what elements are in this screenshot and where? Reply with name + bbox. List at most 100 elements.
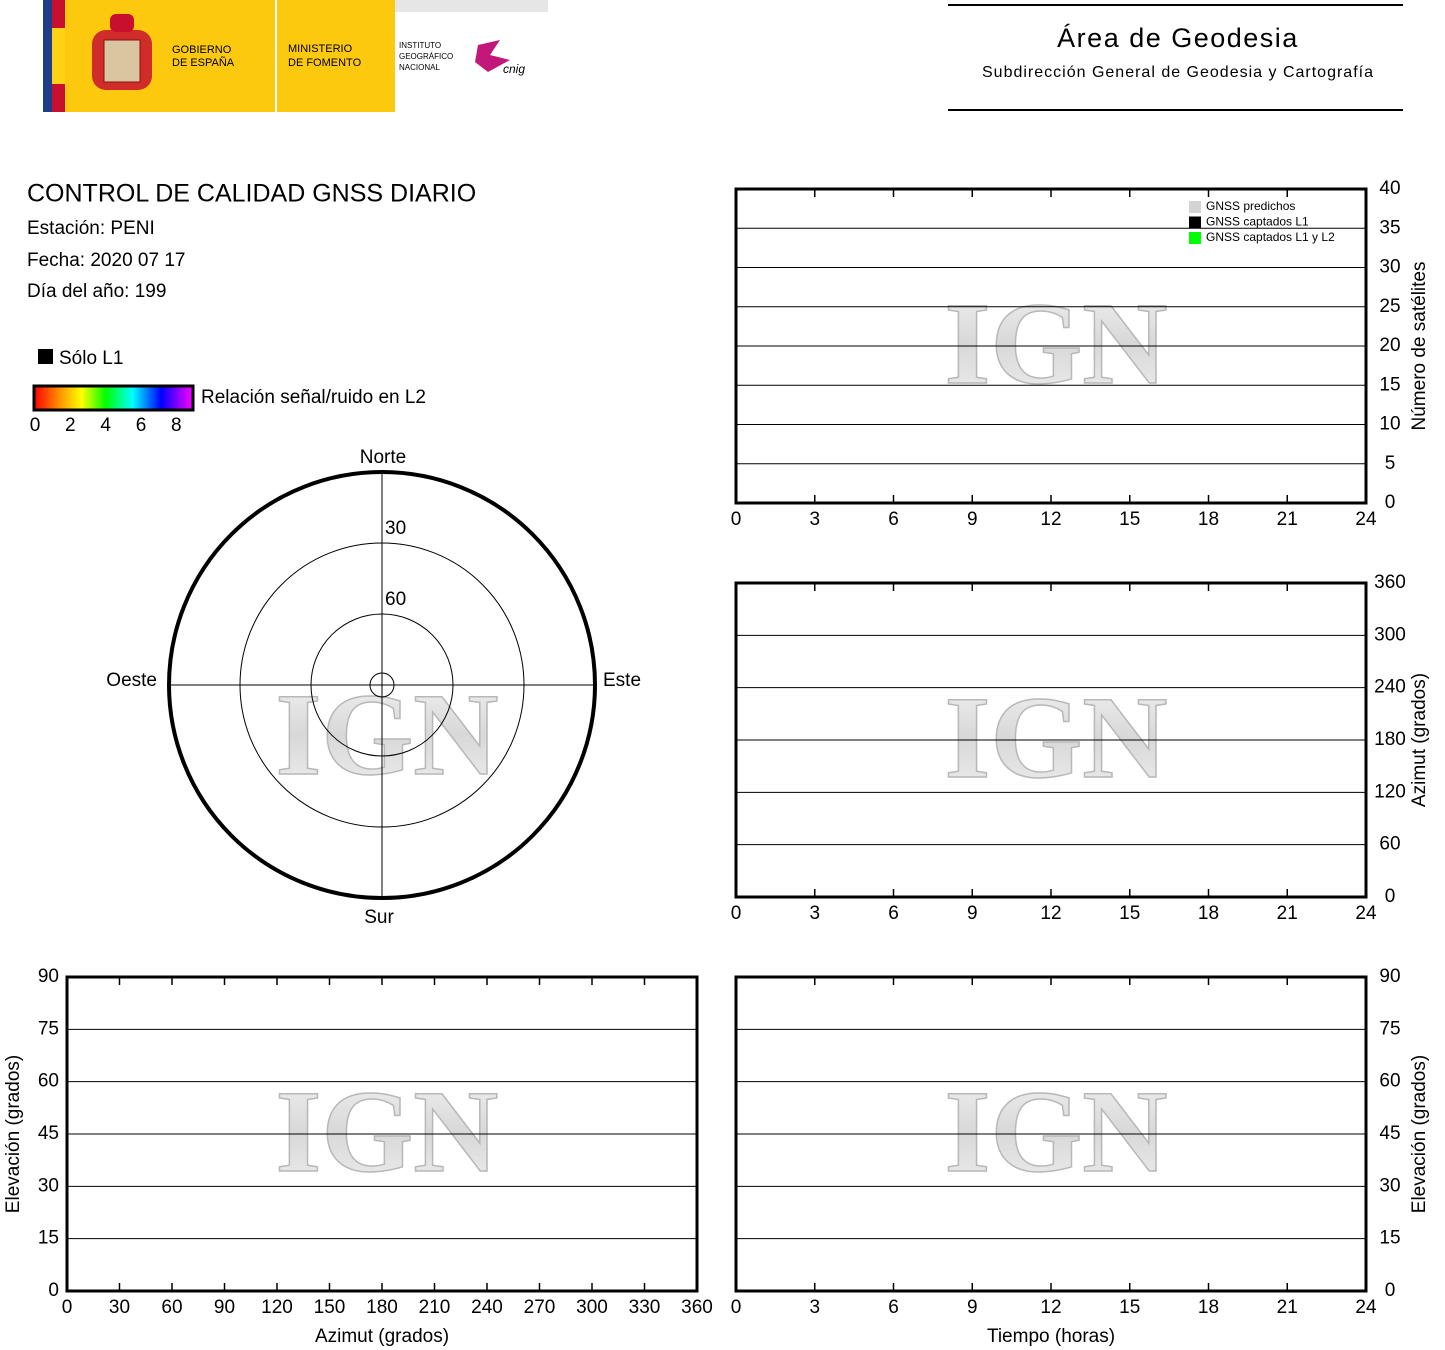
report-title: CONTROL DE CALIDAD GNSS DIARIO [27, 180, 476, 208]
x-tick-label: 240 [471, 1297, 503, 1318]
x-tick-label: 6 [888, 1297, 899, 1318]
y-tick-label: 75 [1379, 1018, 1400, 1039]
snr-tick-label: 6 [136, 415, 147, 436]
x-tick-label: 0 [731, 1297, 742, 1318]
x-tick-label: 300 [576, 1297, 608, 1318]
y-tick-label: 5 [1385, 453, 1396, 474]
x-tick-label: 18 [1198, 509, 1219, 530]
station: Estación: PENI [27, 218, 155, 239]
watermark: IGN [945, 1066, 1168, 1197]
direction-label: Sur [364, 907, 394, 928]
ministry-text: MINISTERIO [288, 43, 353, 55]
y-tick-label: 300 [1374, 624, 1406, 645]
plot-frame [65, 975, 699, 1293]
x-tick-label: 9 [967, 903, 978, 924]
y-tick-label: 15 [1379, 1228, 1400, 1249]
y-tick-label: 35 [1379, 217, 1400, 238]
plot-frame [734, 975, 1368, 1293]
watermark: IGN [276, 1066, 499, 1197]
y-tick-label: 75 [38, 1018, 59, 1039]
y-tick-label: 45 [1379, 1123, 1400, 1144]
x-tick-label: 21 [1277, 509, 1298, 530]
snr-tick-label: 2 [65, 415, 76, 436]
x-tick-label: 18 [1198, 903, 1219, 924]
snr-tick-label: 8 [171, 415, 182, 436]
x-tick-label: 30 [109, 1297, 130, 1318]
x-axis-label: Azimut (grados) [315, 1326, 449, 1347]
elevation-ring [310, 613, 454, 757]
snr-tick-label: 4 [100, 415, 111, 436]
ign-text: INSTITUTO [399, 41, 441, 50]
y-axis-label: Azimut (grados) [1409, 673, 1430, 807]
area-header: Área de Geodesia Subdirección General de… [948, 4, 1403, 111]
x-tick-label: 270 [524, 1297, 556, 1318]
snr-colorbar [32, 384, 195, 412]
y-tick-label: 25 [1379, 296, 1400, 317]
x-tick-label: 210 [419, 1297, 451, 1318]
ign-text: GEOGRÁFICO [399, 52, 453, 61]
y-tick-label: 180 [1374, 729, 1406, 750]
y-tick-label: 20 [1379, 335, 1400, 356]
gov-text: GOBIERNO [172, 44, 232, 56]
x-tick-label: 150 [314, 1297, 346, 1318]
y-tick-label: 0 [1385, 492, 1396, 513]
y-tick-label: 30 [1379, 257, 1400, 278]
watermark: IGN [945, 278, 1168, 409]
ring-label: 60 [385, 589, 406, 610]
y-tick-label: 60 [38, 1071, 59, 1092]
elevation-ring [239, 542, 525, 828]
y-tick-label: 0 [48, 1280, 59, 1301]
direction-label: Oeste [106, 670, 157, 691]
snr-tick-label: 0 [30, 415, 41, 436]
x-tick-label: 6 [888, 509, 899, 530]
x-tick-label: 0 [731, 903, 742, 924]
y-tick-label: 360 [1374, 572, 1406, 593]
y-tick-label: 45 [38, 1123, 59, 1144]
y-tick-label: 60 [1379, 834, 1400, 855]
y-tick-label: 0 [1385, 1280, 1396, 1301]
x-tick-label: 15 [1119, 509, 1140, 530]
ign-text: NACIONAL [399, 63, 440, 72]
x-tick-label: 3 [809, 509, 820, 530]
x-tick-label: 12 [1040, 903, 1061, 924]
plot-frame [734, 187, 1368, 505]
area-subtitle: Subdirección General de Geodesia y Carto… [982, 64, 1374, 81]
day-of-year: Día del año: 199 [27, 281, 166, 302]
y-tick-label: 0 [1385, 886, 1396, 907]
x-tick-label: 120 [261, 1297, 293, 1318]
gov-text: DE ESPAÑA [172, 56, 235, 69]
x-tick-label: 60 [161, 1297, 182, 1318]
x-tick-label: 3 [809, 1297, 820, 1318]
x-tick-label: 0 [731, 509, 742, 530]
y-tick-label: 30 [38, 1175, 59, 1196]
x-tick-label: 24 [1355, 1297, 1377, 1318]
x-tick-label: 12 [1040, 1297, 1061, 1318]
y-axis-label: Elevación (grados) [3, 1055, 24, 1213]
zenith-ring [369, 672, 395, 698]
area-title: Área de Geodesia [1057, 23, 1299, 53]
solo-l1-label: Sólo L1 [59, 348, 123, 369]
plot-frame [734, 581, 1368, 899]
x-tick-label: 12 [1040, 509, 1061, 530]
cnig-text: cnig [503, 62, 525, 76]
x-tick-label: 15 [1119, 903, 1140, 924]
x-tick-label: 21 [1277, 1297, 1298, 1318]
y-tick-label: 120 [1374, 781, 1406, 802]
y-tick-label: 15 [38, 1228, 59, 1249]
x-tick-label: 0 [62, 1297, 73, 1318]
direction-label: Norte [360, 447, 406, 468]
x-tick-label: 24 [1355, 509, 1377, 530]
y-tick-label: 15 [1379, 374, 1400, 395]
x-tick-label: 3 [809, 903, 820, 924]
x-tick-label: 180 [366, 1297, 398, 1318]
x-tick-label: 330 [629, 1297, 661, 1318]
solo-l1-swatch [38, 349, 53, 364]
x-tick-label: 6 [888, 903, 899, 924]
legend-swatch [1189, 201, 1201, 213]
x-tick-label: 15 [1119, 1297, 1140, 1318]
snr-label: Relación señal/ruido en L2 [201, 387, 426, 408]
y-tick-label: 30 [1379, 1175, 1400, 1196]
y-tick-label: 240 [1374, 677, 1406, 698]
